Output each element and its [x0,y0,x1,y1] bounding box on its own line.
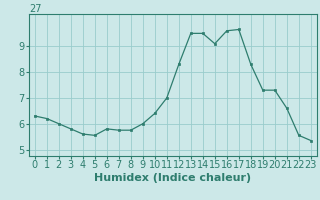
X-axis label: Humidex (Indice chaleur): Humidex (Indice chaleur) [94,173,252,183]
Text: 27: 27 [29,4,41,14]
